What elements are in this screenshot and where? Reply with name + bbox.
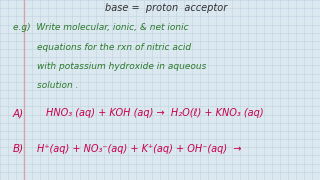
Text: e.g)  Write molecular, ionic, & net ionic: e.g) Write molecular, ionic, & net ionic (13, 23, 188, 32)
Text: solution .: solution . (37, 81, 78, 90)
Text: HNO₃ (aq) + KOH (aq) →  H₂O(ℓ) + KNO₃ (aq): HNO₃ (aq) + KOH (aq) → H₂O(ℓ) + KNO₃ (aq… (46, 108, 264, 118)
Text: A): A) (13, 108, 24, 118)
Text: equations for the rxn of nitric acid: equations for the rxn of nitric acid (37, 43, 191, 52)
Text: H⁺(aq) + NO₃⁻(aq) + K⁺(aq) + OH⁻(aq)  →: H⁺(aq) + NO₃⁻(aq) + K⁺(aq) + OH⁻(aq) → (37, 143, 241, 154)
Text: B): B) (13, 143, 24, 154)
Text: with potassium hydroxide in aqueous: with potassium hydroxide in aqueous (37, 62, 206, 71)
Text: base =  proton  acceptor: base = proton acceptor (105, 3, 228, 13)
